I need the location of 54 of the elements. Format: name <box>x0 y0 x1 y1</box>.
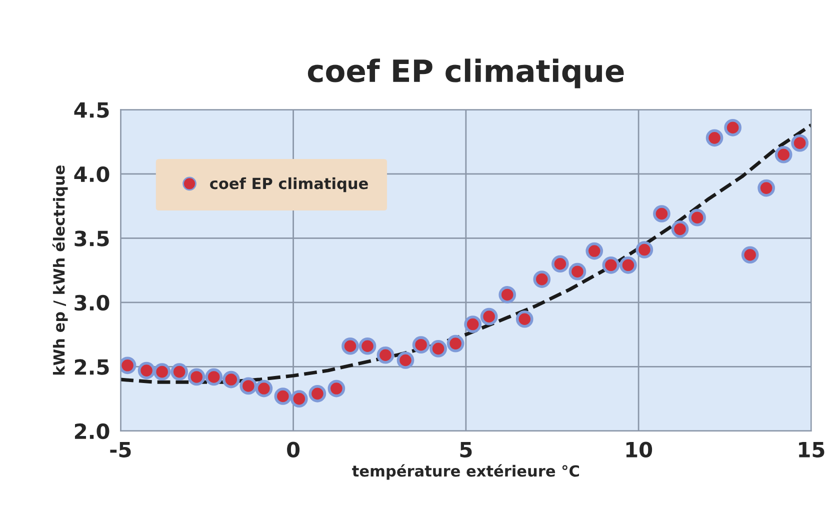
point <box>308 385 326 402</box>
x-axis-title: température extérieure °C <box>352 464 579 480</box>
y-tick-label: 3.5 <box>74 230 109 246</box>
x-tick-label: 0 <box>287 442 300 458</box>
point <box>153 363 171 381</box>
point <box>138 362 156 380</box>
point <box>412 336 430 354</box>
y-tick-label: 3.0 <box>74 294 110 311</box>
y-tick-label: 4.0 <box>74 166 110 182</box>
legend-label: coef EP climatique <box>210 177 368 192</box>
point <box>446 334 464 352</box>
point <box>706 129 724 147</box>
x-tick-label: 10 <box>626 442 652 458</box>
point <box>636 241 654 258</box>
point <box>290 390 308 408</box>
point <box>188 368 206 386</box>
point <box>758 179 775 197</box>
point <box>396 352 414 369</box>
point <box>653 205 670 222</box>
chart-title: coef EP climatique <box>308 58 624 88</box>
point <box>464 316 482 333</box>
point <box>568 262 586 280</box>
point <box>533 270 551 288</box>
point <box>671 220 689 238</box>
point <box>602 256 620 274</box>
point <box>358 337 376 355</box>
point <box>774 146 792 164</box>
point <box>620 256 637 274</box>
point <box>791 134 808 152</box>
point <box>342 337 359 355</box>
point <box>255 380 273 398</box>
point <box>498 286 516 304</box>
y-axis-title: kWh ep / kWh électrique <box>52 165 68 375</box>
x-tick-label: -5 <box>110 442 131 458</box>
y-tick-label: 2.0 <box>74 423 110 440</box>
x-tick-label: 5 <box>460 442 472 458</box>
point <box>274 388 292 405</box>
point <box>430 340 447 358</box>
point <box>170 363 188 381</box>
point <box>222 370 240 388</box>
point <box>724 118 742 136</box>
point <box>205 368 223 386</box>
point <box>240 377 258 395</box>
point <box>516 310 534 328</box>
x-tick-label: 15 <box>799 442 824 458</box>
y-tick-label: 2.5 <box>74 359 109 375</box>
point <box>552 255 569 273</box>
point <box>741 246 759 264</box>
point <box>328 380 346 398</box>
y-tick-label: 4.5 <box>74 102 109 118</box>
point <box>376 346 394 364</box>
point <box>586 242 604 260</box>
point <box>480 308 498 326</box>
point <box>688 208 706 226</box>
